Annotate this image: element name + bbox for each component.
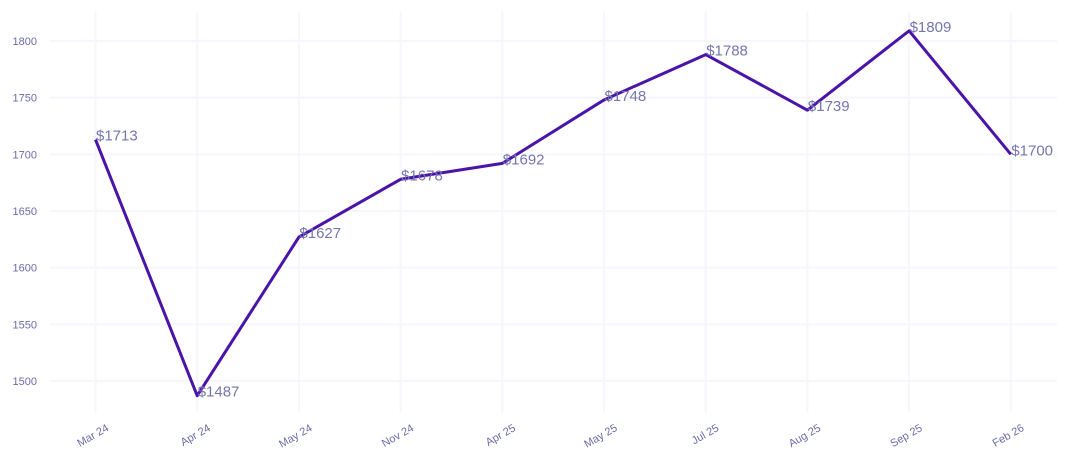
x-tick-label: Apr 25 <box>484 422 518 449</box>
x-tick-label: Nov 24 <box>380 422 416 450</box>
y-tick-label: 1650 <box>13 206 37 218</box>
data-label: $1692 <box>503 151 545 168</box>
y-tick-label: 1700 <box>13 149 37 161</box>
x-tick-label: Jul 25 <box>690 422 721 447</box>
gridlines <box>50 12 1057 412</box>
data-label: $1700 <box>1011 142 1053 159</box>
data-label: $1487 <box>198 384 240 401</box>
data-label: $1678 <box>401 167 443 184</box>
data-label: $1713 <box>96 128 138 145</box>
y-tick-label: 1750 <box>13 93 37 105</box>
x-tick-label: Aug 25 <box>787 422 823 450</box>
y-tick-label: 1550 <box>13 319 37 331</box>
x-tick-label: Feb 26 <box>991 422 1027 450</box>
price-line <box>94 29 1012 398</box>
y-tick-label: 1800 <box>13 36 37 48</box>
y-tick-label: 1600 <box>13 263 37 275</box>
data-label: $1788 <box>706 43 748 60</box>
x-tick-label: Mar 24 <box>75 422 111 450</box>
x-tick-label: Sep 25 <box>888 422 924 450</box>
data-label: $1748 <box>605 88 647 105</box>
y-tick-label: 1500 <box>13 376 37 388</box>
y-axis: 1500 1550 1600 1650 1700 1750 1800 <box>13 36 37 388</box>
data-label: $1739 <box>808 98 850 115</box>
x-tick-label: Apr 24 <box>179 422 213 449</box>
data-label: $1627 <box>299 225 341 242</box>
data-label: $1809 <box>910 19 952 36</box>
data-labels: $1713 $1487 $1627 $1678 $1692 $1748 $1788 $1739… <box>96 19 1053 401</box>
x-tick-label: May 24 <box>277 422 314 450</box>
x-axis: Mar 24 Apr 24 May 24 Nov 24 Apr 25 May 25 Jul … <box>75 422 1026 450</box>
x-tick-label: May 25 <box>582 422 619 450</box>
